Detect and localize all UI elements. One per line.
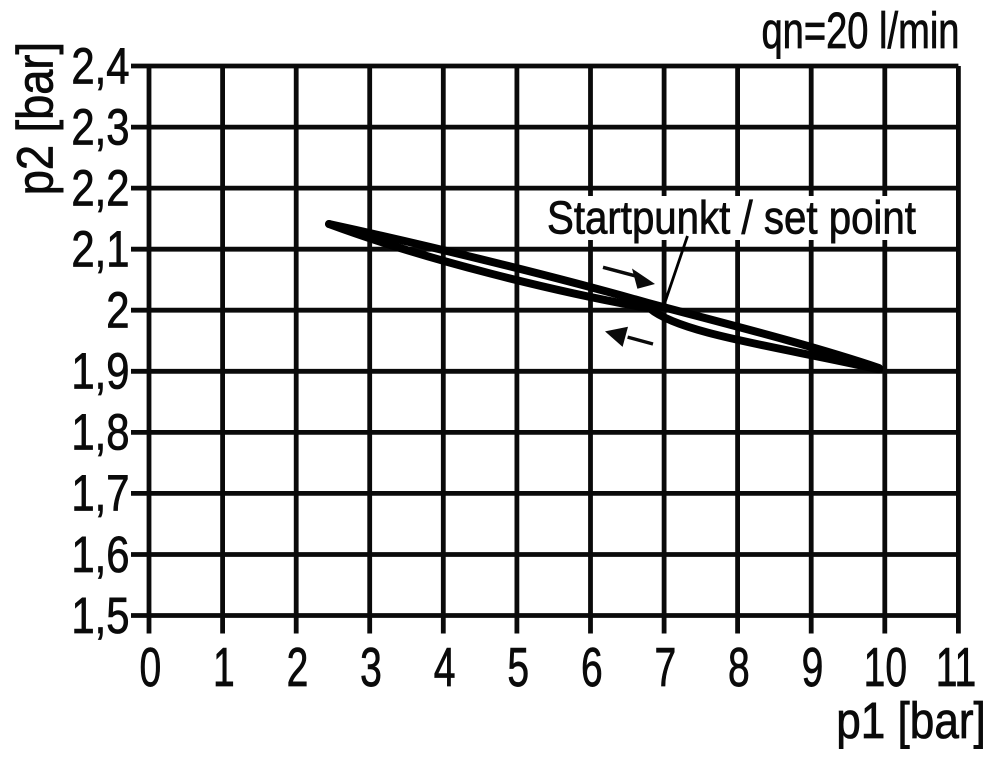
svg-text:2,4: 2,4 [71,37,129,94]
svg-text:2,1: 2,1 [71,221,129,278]
svg-text:2: 2 [287,636,309,698]
svg-text:5: 5 [507,636,529,698]
svg-text:6: 6 [581,636,603,698]
svg-text:11: 11 [936,636,977,698]
svg-text:qn=20 l/min: qn=20 l/min [761,2,959,59]
svg-text:8: 8 [728,636,750,698]
svg-text:1,6: 1,6 [71,526,129,583]
svg-text:4: 4 [434,636,456,698]
svg-text:p1 [bar]: p1 [bar] [836,692,986,749]
svg-text:Startpunkt / set point: Startpunkt / set point [547,192,916,244]
svg-text:3: 3 [360,636,382,698]
svg-text:2,2: 2,2 [71,159,129,216]
svg-text:1,7: 1,7 [71,465,129,522]
svg-text:0: 0 [139,636,161,698]
svg-text:p2 [bar]: p2 [bar] [7,42,64,195]
svg-text:1,8: 1,8 [71,404,129,461]
svg-text:2: 2 [106,282,129,339]
svg-text:9: 9 [802,636,824,698]
svg-text:1,5: 1,5 [71,587,129,644]
svg-text:1: 1 [213,636,235,698]
svg-text:2,3: 2,3 [71,98,129,155]
svg-text:10: 10 [864,636,907,698]
svg-text:7: 7 [655,636,677,698]
svg-text:1,9: 1,9 [71,343,129,400]
